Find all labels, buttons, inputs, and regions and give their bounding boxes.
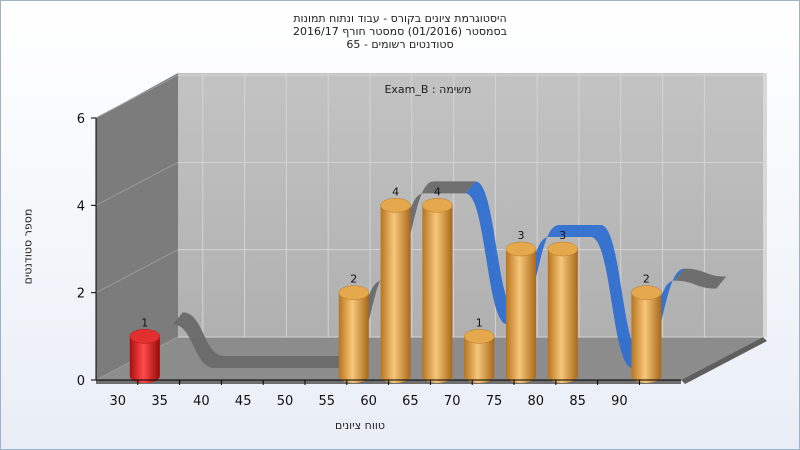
back-wall bbox=[178, 73, 763, 337]
x-tick-label: 65 bbox=[402, 394, 419, 409]
bar-top bbox=[422, 198, 453, 213]
bars: 1 2 4 4 1 3 3 2 bbox=[129, 185, 662, 383]
y-tick-label: 4 bbox=[77, 199, 85, 214]
ribbon-segment bbox=[590, 225, 643, 368]
bar-top bbox=[463, 329, 495, 344]
bar-body bbox=[129, 336, 160, 383]
y-tick-label: 2 bbox=[77, 287, 85, 302]
bar-70: 1 bbox=[463, 316, 495, 383]
bar-top bbox=[631, 285, 662, 300]
x-tick-label: 60 bbox=[360, 394, 377, 409]
title-line-1: היסטוגרמת ציונים בקורס - עבוד ונתוח תמונ… bbox=[293, 12, 507, 25]
gridline-y-side bbox=[95, 74, 179, 119]
bar-75: 3 bbox=[505, 229, 537, 383]
y-tick-label: 6 bbox=[77, 112, 85, 127]
ribbon-segment bbox=[423, 181, 476, 194]
floor-right-edge bbox=[681, 337, 767, 384]
bar-body bbox=[631, 292, 662, 383]
x-tick-label: 30 bbox=[110, 394, 127, 409]
x-tick-label: 50 bbox=[277, 394, 294, 409]
bar-value-label: 2 bbox=[350, 273, 357, 286]
side-wall bbox=[96, 73, 178, 380]
bar-value-label: 3 bbox=[518, 229, 525, 242]
bar-top bbox=[547, 241, 579, 257]
bar-body bbox=[422, 205, 453, 383]
ribbon-segment bbox=[674, 268, 727, 289]
bar-55: 2 bbox=[338, 273, 370, 383]
title-line-2: בסמסטר (01/2016) סמסטר חורף 2016/17 bbox=[293, 25, 507, 38]
bar-top bbox=[338, 285, 370, 300]
bar-body bbox=[547, 249, 578, 383]
y-tick-label: 0 bbox=[77, 374, 85, 389]
chart-title: היסטוגרמת ציונים בקורס - עבוד ונתוח תמונ… bbox=[0, 12, 800, 51]
ribbon-segment bbox=[172, 312, 225, 368]
bar-value-label: 4 bbox=[434, 185, 441, 198]
gridline-y-side bbox=[95, 249, 179, 294]
bar-value-label: 2 bbox=[643, 273, 650, 286]
ribbon-segment bbox=[256, 356, 309, 368]
bar-body bbox=[380, 205, 411, 383]
bar-value-label: 1 bbox=[476, 316, 483, 329]
ribbon-segment bbox=[465, 181, 518, 325]
y-axis-label: מספר סטודנטים bbox=[21, 208, 35, 285]
ribbon-segment bbox=[549, 225, 601, 237]
x-tick-label: 40 bbox=[193, 394, 210, 409]
bar-top bbox=[505, 241, 537, 257]
bar-30: 1 bbox=[129, 316, 161, 383]
ribbon-segment bbox=[214, 356, 267, 368]
x-tick-label: 85 bbox=[569, 394, 586, 409]
x-tick-label: 75 bbox=[486, 394, 503, 409]
title-line-3: סטודנטים רשומים - 65 bbox=[346, 38, 454, 51]
bar-body bbox=[506, 249, 536, 383]
x-tick-label: 55 bbox=[319, 394, 336, 409]
gridline-y-side bbox=[95, 161, 179, 206]
x-tick-label: 80 bbox=[528, 394, 545, 409]
bar-value-label: 1 bbox=[141, 316, 148, 329]
bar-65: 4 bbox=[422, 185, 453, 383]
bar-body bbox=[464, 336, 495, 383]
bar-80: 3 bbox=[547, 229, 579, 383]
bar-top bbox=[129, 329, 161, 344]
ribbon-segment bbox=[298, 356, 350, 368]
bar-60: 4 bbox=[380, 185, 411, 383]
x-axis-label: טווח ציונים bbox=[335, 419, 385, 432]
bar-top bbox=[380, 198, 411, 213]
x-tick-label: 70 bbox=[444, 394, 461, 409]
x-tick-label: 90 bbox=[611, 394, 628, 409]
bar-body bbox=[338, 292, 369, 383]
gridlines bbox=[95, 73, 763, 381]
bar-value-label: 3 bbox=[559, 229, 566, 242]
x-tick-label: 45 bbox=[235, 394, 252, 409]
bar-90: 2 bbox=[631, 273, 662, 383]
axes: 0 2 4 6 30 35 40 45 50 55 60 65 70 75 80 85 90 bbox=[77, 112, 681, 409]
bar-value-label: 4 bbox=[392, 185, 399, 198]
right-edge bbox=[763, 73, 767, 337]
inner-title: משימה : Exam_B bbox=[384, 83, 471, 96]
x-tick-label: 35 bbox=[151, 394, 168, 409]
